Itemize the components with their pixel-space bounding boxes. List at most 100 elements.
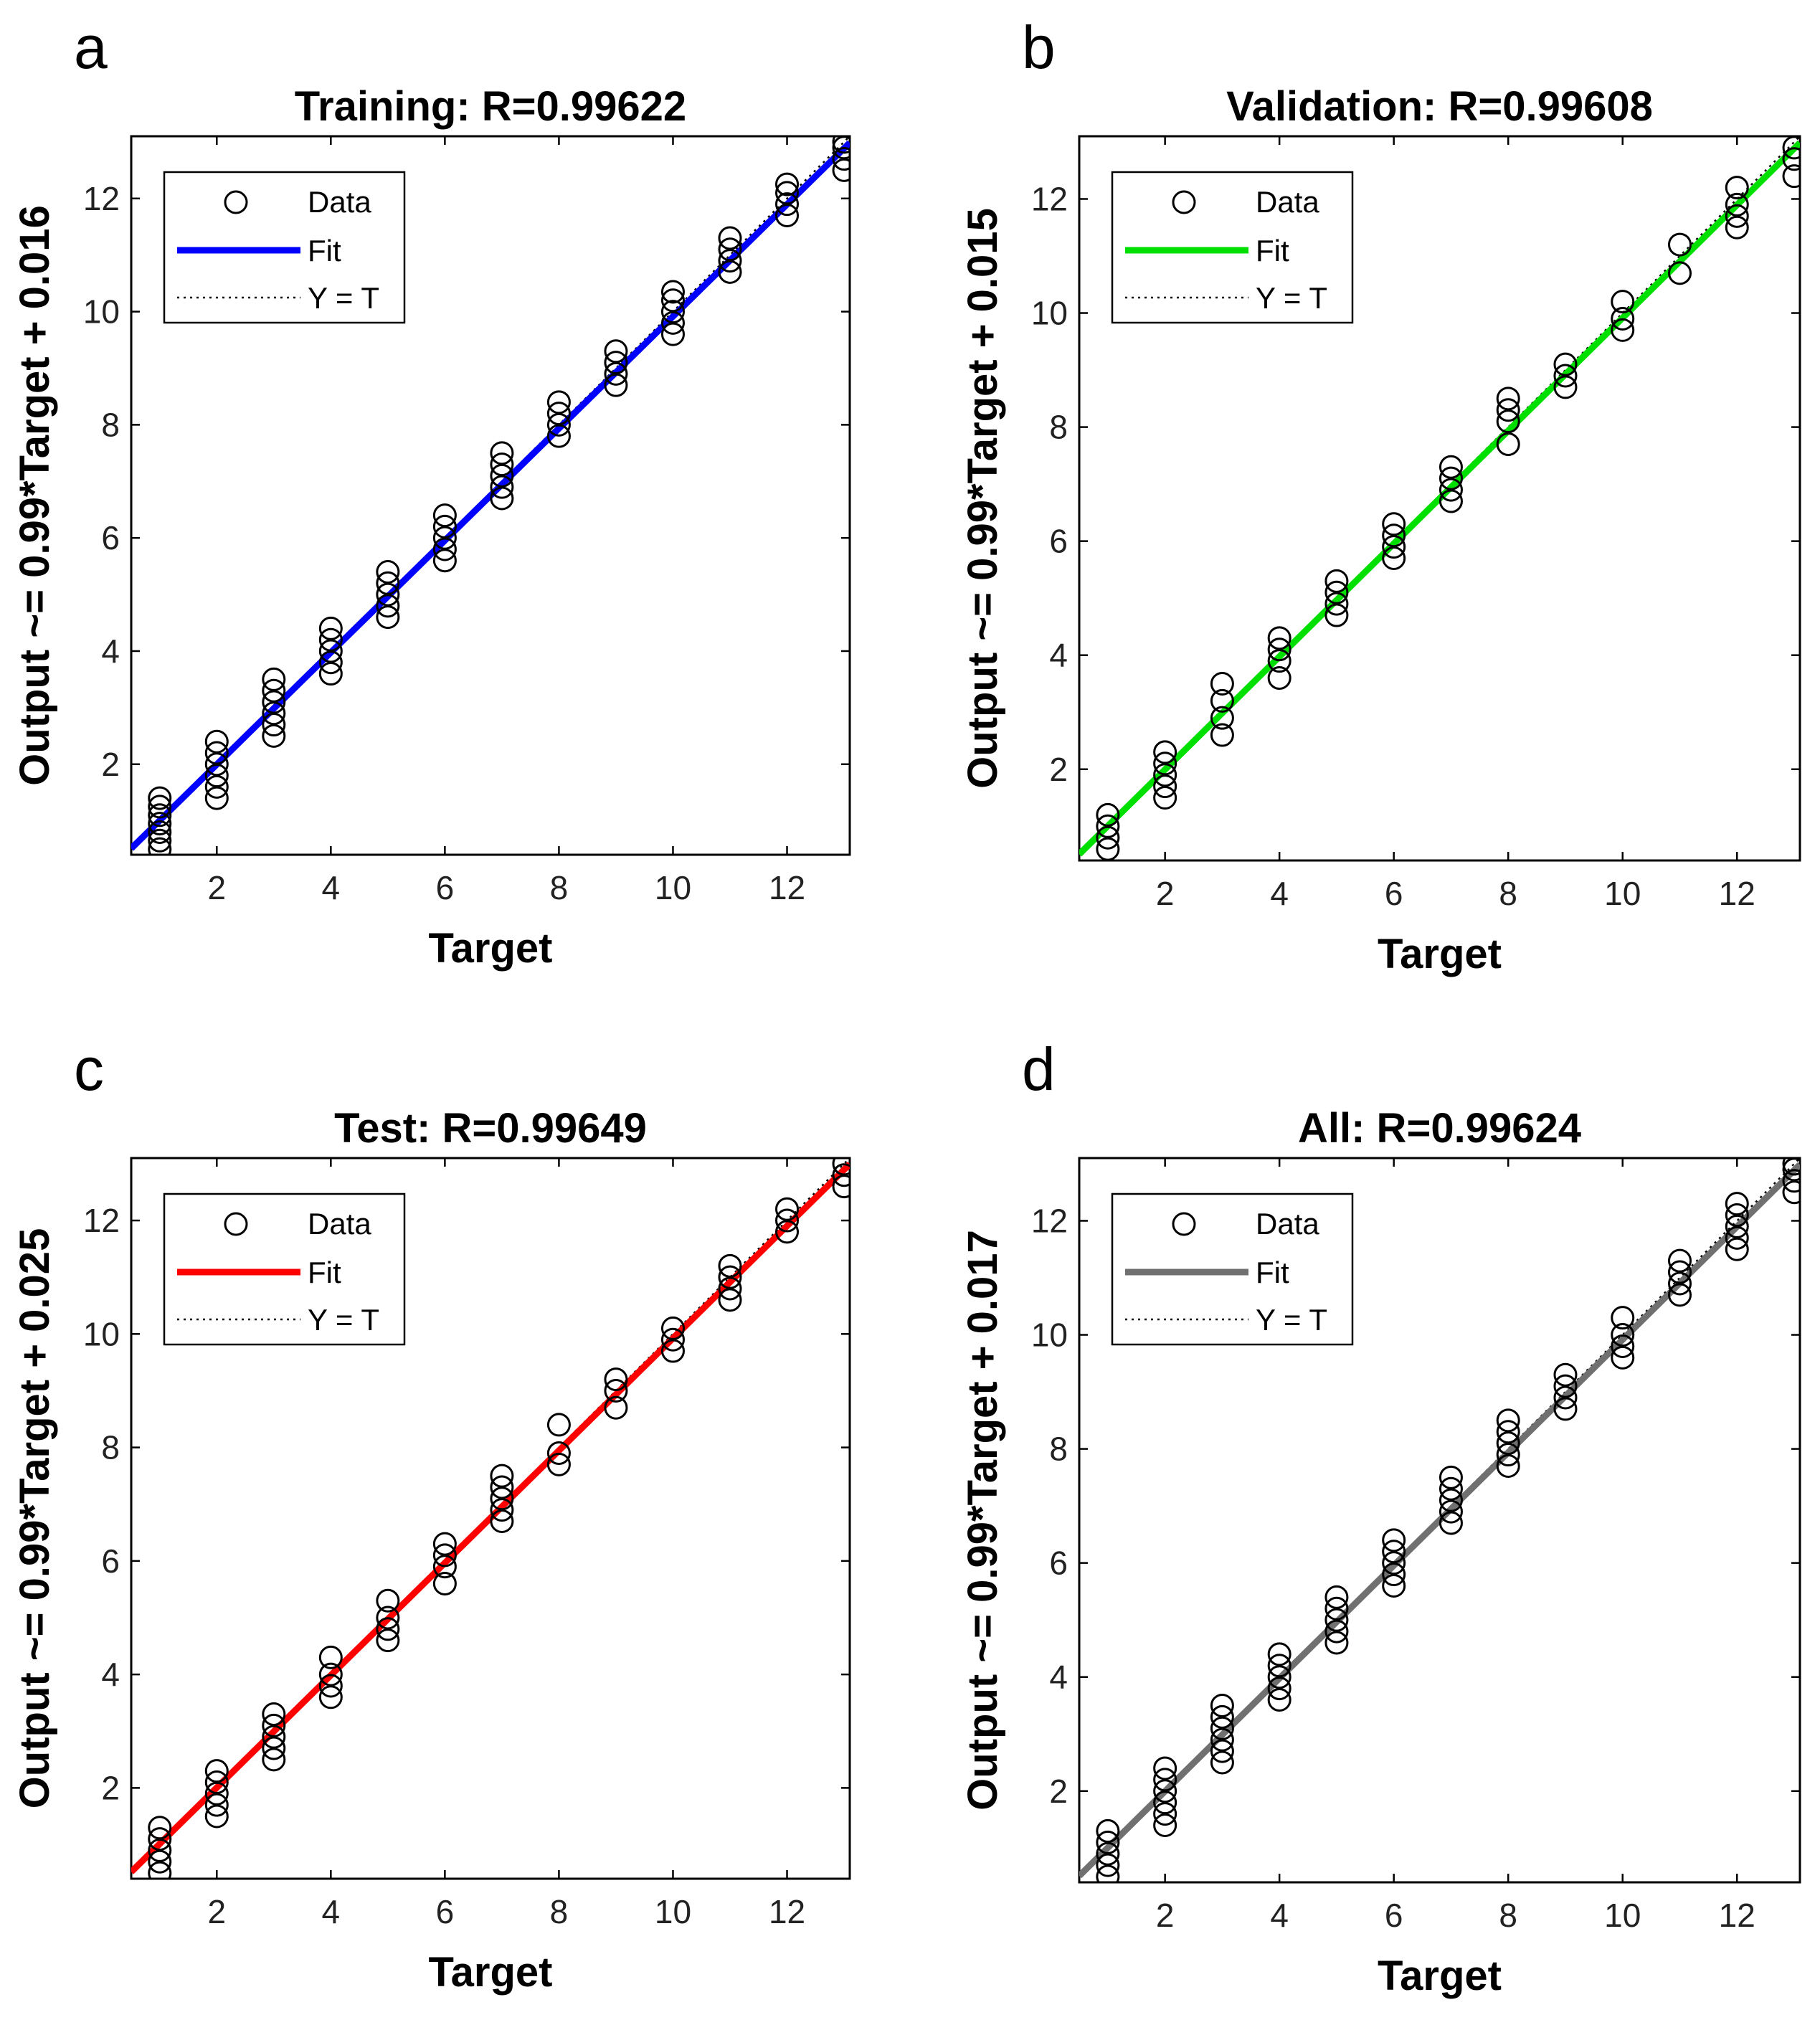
y-tick-label: 8 — [101, 406, 120, 443]
y-axis-label: Output ~= 0.99*Target + 0.015 — [959, 208, 1006, 789]
panel-a: a Training: R=0.99622 2 4 6 8 10 12 2 4 6 8 10 12 Targ… — [11, 14, 851, 972]
data-point — [204, 1781, 229, 1806]
data-point — [1153, 786, 1177, 810]
data-point — [432, 1572, 457, 1596]
chart-title: Test: R=0.99649 — [334, 1105, 647, 1152]
data-point — [148, 820, 172, 844]
data-point — [1496, 1443, 1520, 1467]
data-point — [318, 616, 343, 640]
panel-letter: d — [1022, 1035, 1056, 1103]
data-point — [1496, 1431, 1520, 1456]
data-point — [1496, 1420, 1520, 1444]
data-point — [1096, 837, 1120, 860]
panel-letter: a — [74, 14, 108, 81]
data-point — [546, 424, 571, 448]
data-point — [262, 724, 286, 748]
data-point — [1382, 1540, 1406, 1564]
data-point — [376, 1606, 400, 1630]
data-point — [1096, 802, 1120, 827]
data-point — [262, 1725, 286, 1749]
data-point — [148, 1849, 172, 1874]
data-point — [1210, 688, 1234, 713]
data-point — [1496, 386, 1520, 411]
y-tick-label: 10 — [83, 1315, 120, 1352]
data-point — [1267, 626, 1291, 650]
y-tick-label: 4 — [101, 1656, 120, 1693]
data-point — [1210, 1739, 1234, 1763]
data-point — [148, 1861, 172, 1879]
data-point — [1725, 1225, 1749, 1250]
legend-label-identity: Y = T — [1256, 1303, 1327, 1337]
x-tick-label: 8 — [550, 1893, 569, 1930]
data-point — [832, 136, 850, 154]
legend-marker-icon — [1172, 1212, 1196, 1236]
data-point — [1611, 1334, 1635, 1358]
legend-marker-icon — [224, 1212, 248, 1236]
data-point — [1668, 1271, 1692, 1296]
data-point — [204, 774, 229, 799]
data-point — [832, 1163, 850, 1187]
data-point — [1496, 1453, 1520, 1478]
data-point — [262, 1747, 286, 1772]
x-tick-label: 4 — [1270, 1897, 1289, 1934]
data-point — [1725, 215, 1749, 240]
x-tick-label: 12 — [1719, 1897, 1755, 1934]
y-tick-label: 6 — [101, 1542, 120, 1580]
data-point — [204, 752, 229, 777]
data-point — [1210, 723, 1234, 747]
x-tick-label: 10 — [1604, 1897, 1641, 1934]
data-point — [604, 1395, 628, 1420]
data-point — [1324, 1608, 1349, 1632]
data-point — [490, 1475, 514, 1499]
data-point — [1210, 1750, 1234, 1775]
y-tick-label: 6 — [101, 519, 120, 556]
y-tick-label: 4 — [1049, 637, 1068, 674]
legend-label-fit: Fit — [1256, 1256, 1289, 1289]
data-point — [1153, 763, 1177, 787]
data-point — [1782, 164, 1800, 189]
data-point — [604, 1367, 628, 1392]
data-point — [1267, 1688, 1291, 1712]
data-point — [148, 795, 172, 819]
x-axis-label: Target — [1378, 1953, 1502, 1999]
data-point — [1210, 1716, 1234, 1740]
data-point — [1382, 535, 1406, 559]
data-point — [718, 249, 742, 273]
data-point — [1324, 1596, 1349, 1621]
data-point — [1725, 1237, 1749, 1261]
data-point — [1153, 1779, 1177, 1803]
data-point — [432, 514, 457, 539]
data-point — [718, 1288, 742, 1312]
data-point — [1611, 1306, 1635, 1330]
data-point — [1439, 1511, 1463, 1535]
data-point — [376, 582, 400, 607]
data-point — [718, 237, 742, 262]
y-tick-label: 2 — [1049, 1773, 1068, 1810]
data-point — [1668, 1283, 1692, 1307]
data-point — [1439, 489, 1463, 513]
x-tick-label: 2 — [207, 1893, 226, 1930]
data-point — [318, 627, 343, 652]
chart-title: Training: R=0.99622 — [295, 83, 686, 130]
data-point — [1725, 176, 1749, 200]
data-point — [1553, 1385, 1578, 1410]
data-point — [1210, 1704, 1234, 1729]
data-point — [432, 1532, 457, 1556]
data-point — [204, 1804, 229, 1829]
data-point — [1782, 136, 1800, 160]
data-point — [148, 786, 172, 810]
data-point — [148, 803, 172, 827]
data-point — [546, 1452, 571, 1476]
data-point — [1324, 569, 1349, 593]
data-point — [1439, 466, 1463, 490]
data-point — [148, 1827, 172, 1851]
y-tick-label: 12 — [1031, 180, 1068, 217]
x-tick-label: 4 — [1270, 875, 1289, 912]
data-point — [1439, 1488, 1463, 1512]
data-point — [1725, 204, 1749, 228]
data-point — [1725, 192, 1749, 217]
data-point — [432, 549, 457, 573]
data-point — [262, 1736, 286, 1760]
y-tick-label: 2 — [101, 746, 120, 783]
data-point — [490, 441, 514, 465]
